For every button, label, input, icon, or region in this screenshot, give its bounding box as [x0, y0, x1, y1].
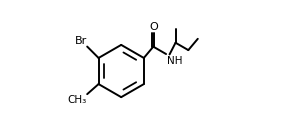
Text: CH₃: CH₃ — [67, 95, 87, 105]
Text: O: O — [149, 23, 158, 32]
Text: Br: Br — [75, 36, 87, 46]
Text: NH: NH — [167, 56, 182, 66]
